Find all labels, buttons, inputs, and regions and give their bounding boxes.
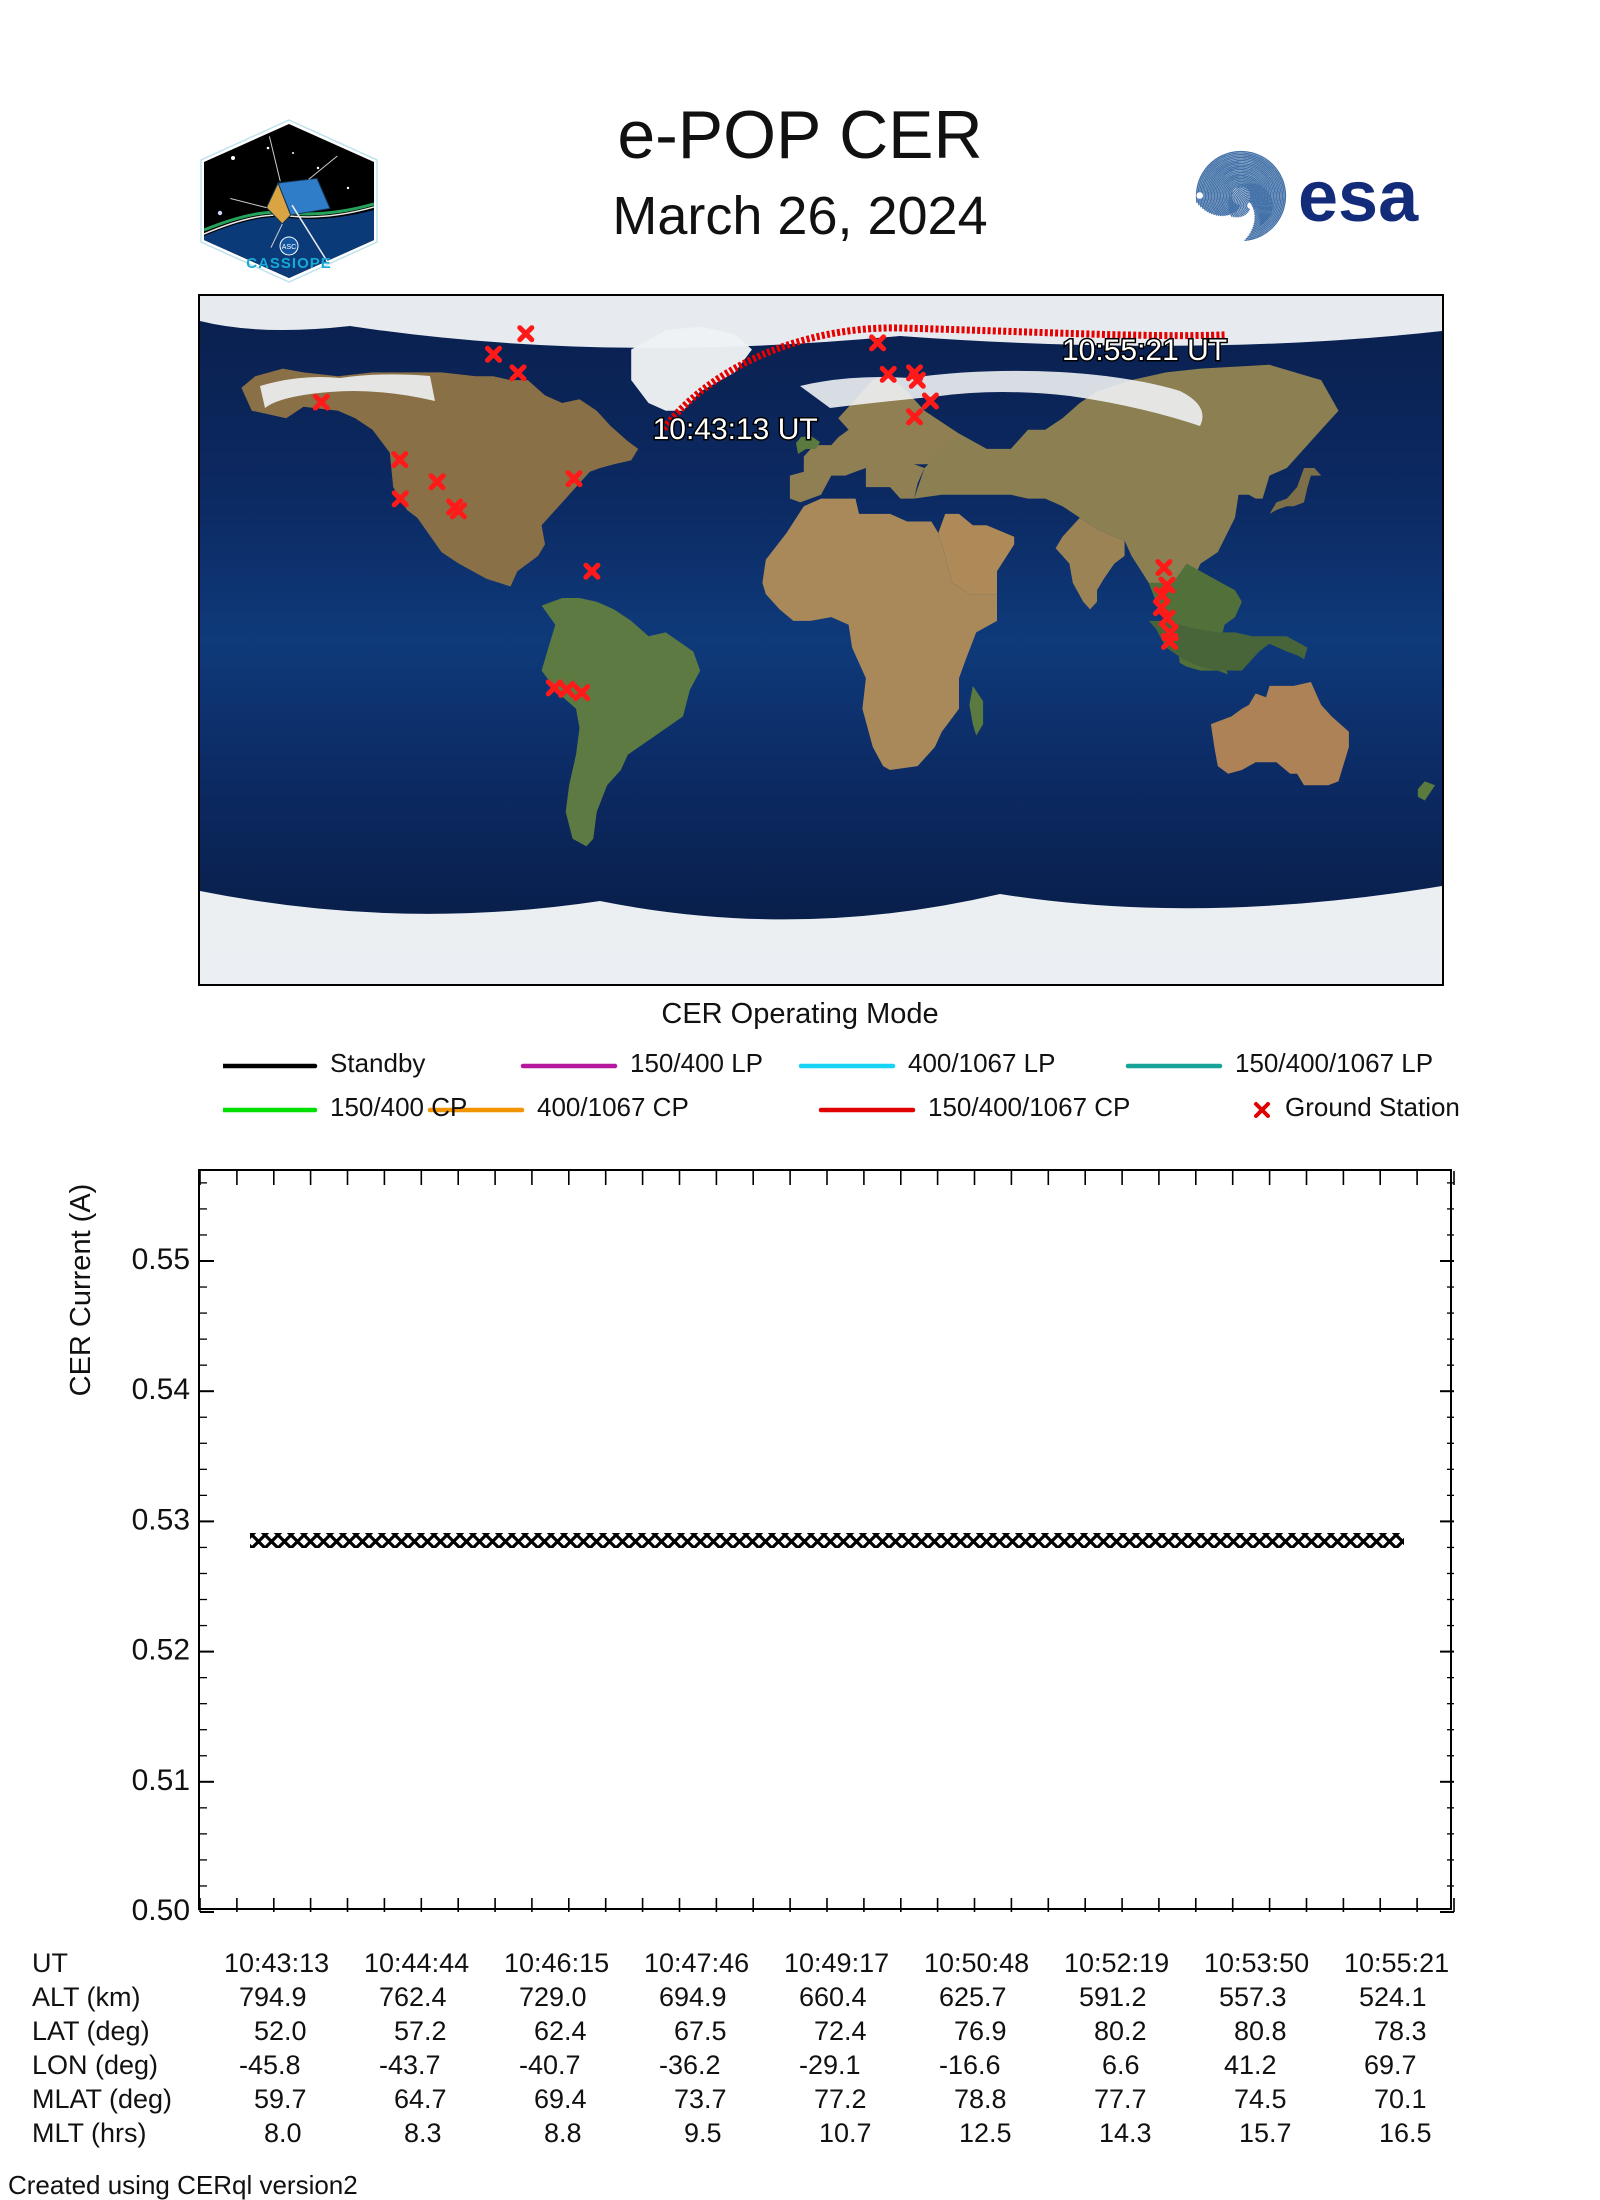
svg-text:10:55:21 UT: 10:55:21 UT [1062, 334, 1227, 367]
svg-text:esa: esa [1298, 157, 1419, 237]
svg-text:0.51: 0.51 [132, 1764, 190, 1797]
svg-text:0.55: 0.55 [132, 1243, 190, 1276]
svg-text:10:43:13 UT: 10:43:13 UT [653, 413, 818, 446]
svg-text:0.53: 0.53 [132, 1503, 190, 1536]
svg-text:0.50: 0.50 [132, 1894, 190, 1927]
svg-text:0.52: 0.52 [132, 1634, 190, 1667]
svg-text:CASSIOPE: CASSIOPE [246, 255, 332, 272]
svg-text:0.54: 0.54 [132, 1373, 190, 1406]
